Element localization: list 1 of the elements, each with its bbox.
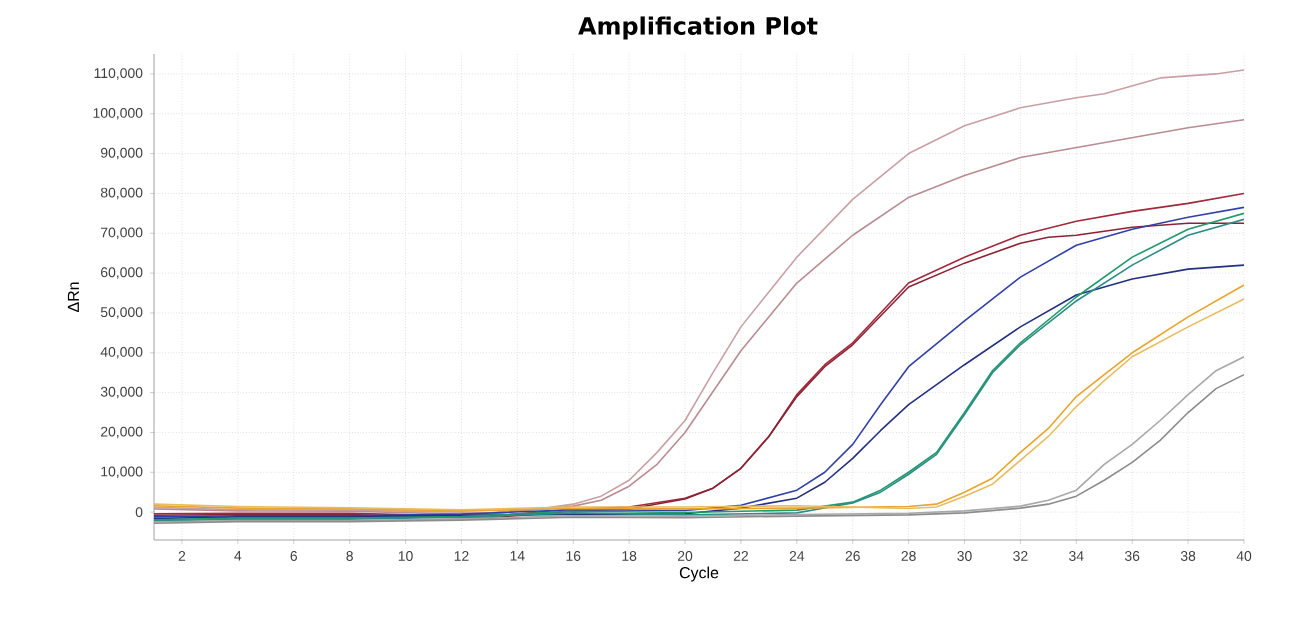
chart-title: Amplification Plot (578, 16, 818, 40)
